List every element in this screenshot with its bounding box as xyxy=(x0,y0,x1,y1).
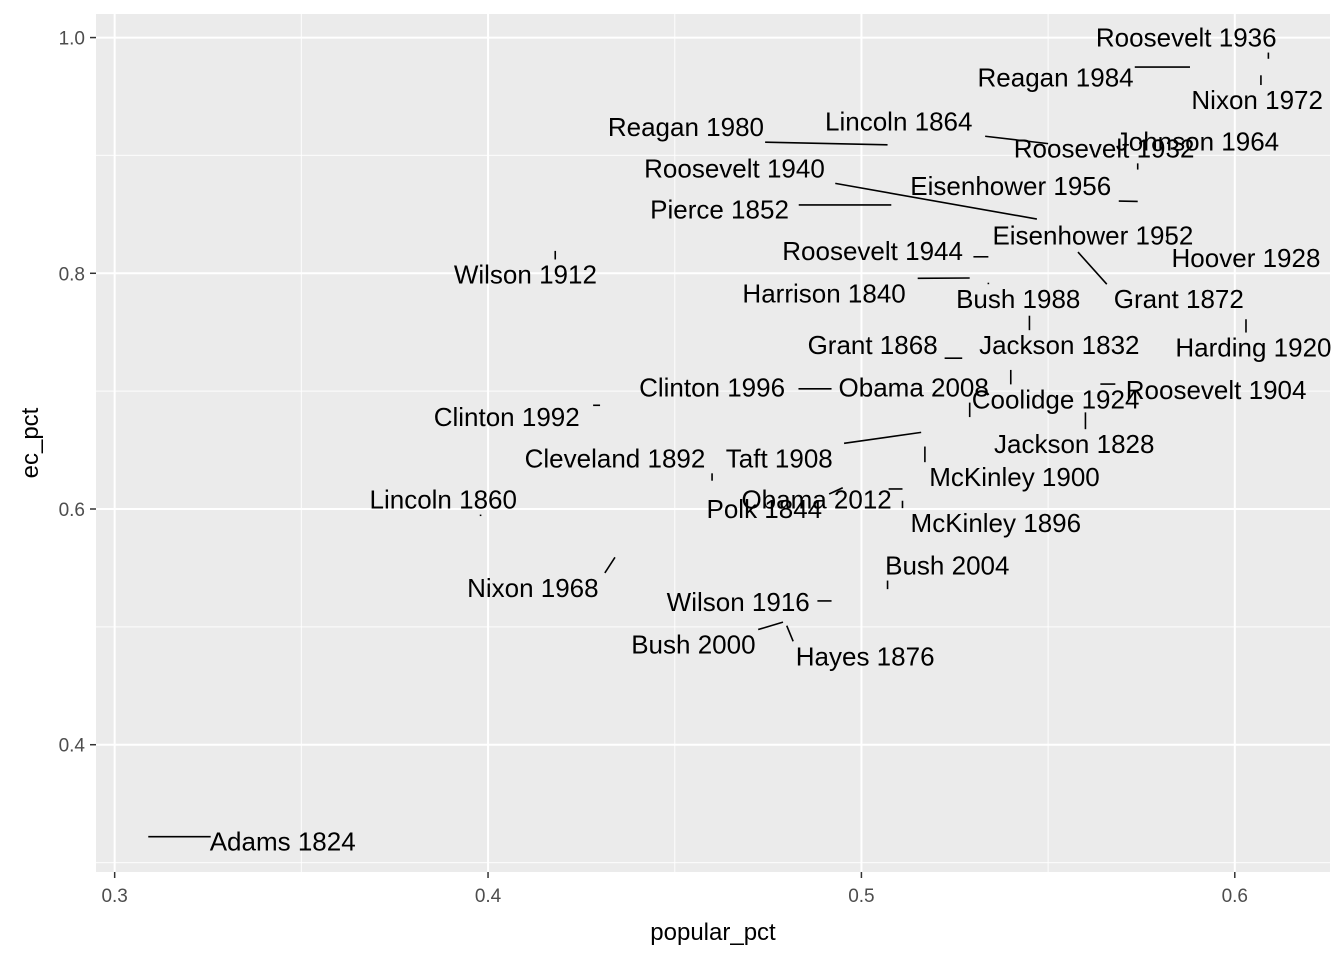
label-connector xyxy=(835,182,1038,220)
point-label: Nixon 1968 xyxy=(467,573,599,603)
label-connector-segments xyxy=(148,52,1270,838)
point-labels: Roosevelt 1936 Reagan 1984 Nixon 1972 Reaga… xyxy=(210,23,1332,857)
point-label: Grant 1872 xyxy=(1114,284,1244,314)
x-tick-label: 0.6 xyxy=(1222,886,1248,907)
point-label: Lincoln 1864 xyxy=(825,106,972,136)
point-label: Pierce 1852 xyxy=(650,195,789,225)
point-label: Jackson 1828 xyxy=(994,429,1154,459)
y-tick-label: 1.0 xyxy=(59,29,85,50)
point-label: Roosevelt 1940 xyxy=(644,153,825,183)
point-label: Roosevelt 1904 xyxy=(1126,375,1307,405)
point-label: Obama 2008 xyxy=(839,373,989,403)
point-label: Reagan 1984 xyxy=(978,63,1134,93)
point-label: Hayes 1876 xyxy=(796,641,935,671)
label-connector xyxy=(757,621,784,631)
point-label: Clinton 1992 xyxy=(434,402,580,432)
x-axis: 0.3 0.4 0.5 0.6 xyxy=(101,872,1248,907)
point-label: Harrison 1840 xyxy=(742,278,905,308)
x-tick-label: 0.3 xyxy=(101,886,127,907)
point-label: Eisenhower 1952 xyxy=(992,221,1193,251)
label-connector xyxy=(1077,251,1108,285)
point-label: Polk 1844 xyxy=(707,494,823,524)
point-label: Wilson 1912 xyxy=(454,259,597,289)
major-gridlines xyxy=(96,14,1330,872)
y-tick-label: 0.8 xyxy=(59,264,85,285)
point-label: McKinley 1896 xyxy=(911,508,1082,538)
point-label: Roosevelt 1944 xyxy=(782,236,963,266)
label-connector xyxy=(765,141,888,146)
y-axis: 0.4 0.6 0.8 1.0 xyxy=(59,29,96,757)
y-axis-title: ec_pct xyxy=(17,407,44,478)
point-label: Lincoln 1860 xyxy=(370,485,517,515)
point-label: Nixon 1972 xyxy=(1191,85,1323,115)
point-label: Wilson 1916 xyxy=(667,587,810,617)
point-label: Cleveland 1892 xyxy=(525,443,706,473)
label-connector xyxy=(828,487,844,495)
point-label: Bush 2000 xyxy=(631,630,755,660)
point-label: Bush 1988 xyxy=(956,284,1080,314)
point-label: Hoover 1928 xyxy=(1172,243,1321,273)
y-tick-label: 0.6 xyxy=(59,500,85,521)
point-label: Obama 2012 xyxy=(741,485,891,515)
point-label: Johnson 1964 xyxy=(1116,126,1279,156)
label-connector xyxy=(786,625,794,642)
point-label: Adams 1824 xyxy=(210,826,356,856)
x-tick-label: 0.4 xyxy=(475,886,502,907)
point-label: Jackson 1832 xyxy=(979,330,1139,360)
label-connector xyxy=(985,135,1049,145)
point-label: Clinton 1996 xyxy=(639,373,785,403)
point-label: Roosevelt 1936 xyxy=(1096,23,1277,53)
point-label: Grant 1868 xyxy=(808,330,938,360)
y-tick-label: 0.4 xyxy=(59,736,86,757)
minor-gridlines xyxy=(96,14,1330,872)
point-label: Bush 2004 xyxy=(885,551,1009,581)
point-label: McKinley 1900 xyxy=(929,462,1100,492)
point-label: Coolidge 1924 xyxy=(972,384,1140,414)
x-axis-title: popular_pct xyxy=(650,919,776,946)
point-label: Harding 1920 xyxy=(1175,333,1331,363)
label-connector xyxy=(604,556,616,574)
point-label: Taft 1908 xyxy=(726,443,833,473)
point-label: Eisenhower 1956 xyxy=(910,171,1111,201)
x-tick-label: 0.5 xyxy=(848,886,874,907)
point-label: Reagan 1980 xyxy=(608,112,764,142)
label-connector xyxy=(843,431,922,445)
point-label: Roosevelt 1932 xyxy=(1014,133,1195,163)
